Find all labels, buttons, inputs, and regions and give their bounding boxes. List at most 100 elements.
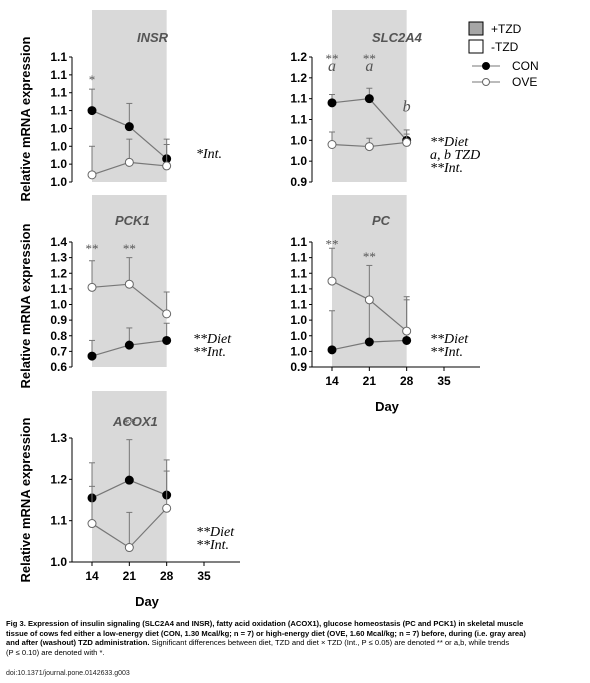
y-tick-label: 1.0 [290, 133, 307, 147]
data-point-ove [87, 282, 97, 292]
side-note: a, b TZD [430, 148, 480, 163]
side-note: **Int. [193, 345, 226, 360]
significance-annotation: * [89, 72, 96, 87]
y-tick-label: 0.8 [50, 329, 67, 343]
y-axis-label: Relative mRNA expression [18, 417, 33, 582]
y-tick-label: 0.7 [50, 344, 67, 358]
side-note: **Diet [196, 525, 235, 540]
significance-annotation: ** [326, 236, 339, 251]
data-point-ove [364, 295, 374, 305]
y-tick-label: 1.0 [50, 157, 67, 171]
y-tick-label: 1.0 [50, 175, 67, 189]
data-point-ove [87, 170, 97, 180]
x-tick-label: 35 [197, 569, 211, 583]
significance-annotation: ** [123, 416, 136, 431]
y-tick-label: 1.0 [290, 329, 307, 343]
caption-line-1: Fig 3. Expression of insulin signaling (… [6, 619, 524, 628]
y-tick-label: 1.1 [50, 86, 67, 100]
significance-annotation: b [403, 99, 411, 116]
y-tick-label: 1.1 [290, 282, 307, 296]
side-note: *Int. [196, 147, 222, 162]
legend-swatch-tzd-on [468, 21, 484, 36]
y-tick-label: 0.9 [290, 175, 307, 189]
y-tick-label: 1.4 [50, 235, 67, 249]
data-point-ove [327, 276, 337, 286]
y-tick-label: 1.1 [50, 50, 67, 64]
x-axis-label: Day [135, 594, 160, 609]
panel-title-slc2a4: SLC2A4 [372, 30, 423, 45]
y-tick-label: 1.1 [290, 266, 307, 280]
data-point-ove [402, 137, 412, 147]
data-point-con [124, 122, 134, 132]
data-point-ove [124, 543, 134, 553]
caption-line-4: Significant differences between diet, TZ… [149, 638, 510, 648]
y-tick-label: 1.1 [50, 282, 67, 296]
side-note: **Diet [193, 332, 232, 347]
legend-marker-con [482, 62, 490, 70]
legend-label-tzd-off: -TZD [491, 40, 519, 54]
x-tick-label: 28 [400, 374, 414, 388]
data-point-ove [327, 140, 337, 149]
significance-annotation: ** [363, 249, 376, 264]
y-tick-label: 1.0 [290, 154, 307, 168]
y-axis-label: Relative mRNA expression [18, 36, 33, 201]
y-tick-label: 1.0 [50, 139, 67, 153]
y-tick-label: 1.3 [50, 431, 67, 445]
y-tick-label: 1.1 [50, 104, 67, 118]
caption-line-5: (P ≤ 0.10) are denoted with *. [6, 647, 105, 657]
y-tick-label: 1.0 [290, 344, 307, 358]
y-tick-label: 1.2 [50, 472, 67, 486]
y-tick-label: 1.2 [50, 266, 67, 280]
x-axis-label: Day [375, 399, 400, 414]
figure-caption: Fig 3. Expression of insulin signaling (… [6, 619, 586, 657]
panel-title-insr: INSR [137, 30, 169, 45]
y-tick-label: 0.9 [290, 360, 307, 374]
y-tick-label: 1.2 [290, 71, 307, 85]
data-point-ove [364, 142, 374, 152]
data-point-ove [124, 157, 134, 167]
side-note: **Int. [430, 161, 463, 176]
x-tick-label: 14 [85, 569, 99, 583]
figure-canvas: INSR1.01.01.01.01.11.11.11.1**Int.SLC2A4… [18, 10, 539, 609]
y-tick-label: 1.1 [290, 298, 307, 312]
significance-annotation: ** [86, 241, 99, 256]
panel-title-acox1: ACOX1 [112, 414, 158, 429]
significance-annotation: a [328, 58, 336, 75]
data-point-con [327, 98, 337, 108]
caption-line-2: tissue of cows fed either a low-energy d… [6, 628, 526, 638]
x-tick-label: 21 [363, 374, 377, 388]
data-point-con [364, 337, 374, 347]
y-tick-label: 1.3 [50, 251, 67, 265]
data-point-con [402, 335, 412, 345]
data-point-ove [162, 503, 172, 513]
data-point-con [87, 106, 97, 116]
legend-swatch-tzd-off [468, 39, 484, 54]
y-tick-label: 1.2 [290, 50, 307, 64]
y-tick-label: 1.1 [50, 68, 67, 82]
data-point-ove [402, 326, 412, 336]
legend-label-con: CON [512, 59, 539, 73]
x-tick-label: 21 [123, 569, 137, 583]
side-note: **Diet [430, 332, 469, 347]
y-tick-label: 0.6 [50, 360, 67, 374]
legend-label-ove: OVE [512, 75, 537, 89]
side-note: **Diet [430, 135, 469, 150]
data-point-ove [124, 279, 134, 289]
y-tick-label: 1.1 [290, 113, 307, 127]
data-point-ove [87, 519, 97, 529]
y-tick-label: 1.1 [290, 251, 307, 265]
y-tick-label: 1.1 [290, 235, 307, 249]
y-tick-label: 1.0 [290, 313, 307, 327]
significance-annotation: ** [123, 241, 136, 256]
y-axis-label: Relative mRNA expression [18, 223, 33, 388]
legend-label-tzd-on: +TZD [491, 22, 522, 36]
y-tick-label: 1.0 [50, 121, 67, 135]
significance-annotation: a [365, 58, 373, 75]
panel-title-pc: PC [372, 213, 391, 228]
y-tick-label: 0.9 [50, 313, 67, 327]
data-point-ove [162, 161, 172, 171]
data-point-con [364, 94, 374, 104]
side-note: **Int. [430, 345, 463, 360]
panel-title-pck1: PCK1 [115, 213, 150, 228]
data-point-con [162, 335, 172, 345]
